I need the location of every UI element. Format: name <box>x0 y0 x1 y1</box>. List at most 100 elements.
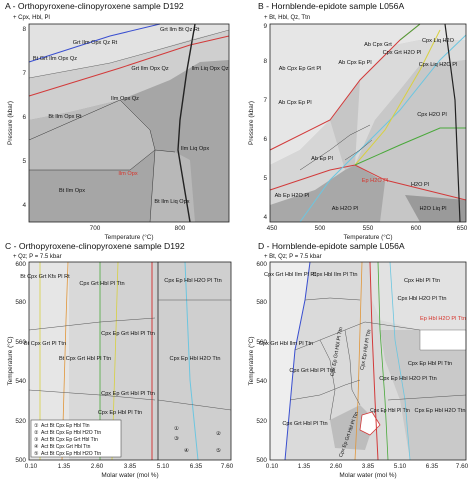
panel-c-x-label: Molar water (mol %) <box>101 472 158 479</box>
panel-c-marker: ④ <box>184 447 189 454</box>
panel-d: D - Hornblende-epidote sample L056A + Bt… <box>247 241 469 479</box>
panel-a-field-low <box>29 100 155 170</box>
panel-d-y-tick: 580 <box>256 299 267 306</box>
panel-c-legend-number: ⑤ <box>34 451 39 457</box>
panel-d-field-label: Cpx Ep Hbl Pl Ttn <box>370 408 410 414</box>
panel-b: B - Hornblende-epidote sample L056A + Bt… <box>248 1 468 241</box>
panel-d-field-label: Cpx Ep Hbl H2O Pl Ttn <box>379 376 436 382</box>
panel-c-legend-item: Act Bt Cpx Grt Hbl Ttn <box>41 444 91 450</box>
panel-b-frame <box>269 23 467 223</box>
panel-d-field-upper-right <box>370 262 466 330</box>
panel-b-x-tick: 450 <box>267 225 278 232</box>
panel-d-boundary <box>304 297 361 301</box>
panel-c-orange-line <box>61 261 69 461</box>
panel-c-field-label: Cpx Ep Hbl H2O Ttn <box>170 356 221 362</box>
panel-a-field-label: Ilm Opx Qz <box>111 96 139 102</box>
panel-c-markers: ① ③ ④ ② ⑤ <box>174 425 221 454</box>
panel-c-legend-item: Act Bt Cpx Ep Hbl Ttn <box>41 423 90 429</box>
panel-b-field-label: H2O Liq Pl <box>419 206 446 212</box>
panel-b-x-tick: 600 <box>411 225 422 232</box>
panel-b-subtitle: + Bt, Hbl, Qz, Ttn <box>264 15 310 21</box>
panel-c-field-label: Cpx Ep Grt Hbl Pl Ttn <box>101 331 155 337</box>
panel-a-field-label: Bt Ilm Opx <box>59 188 85 194</box>
panel-b-field-label: Ab Ep Pl <box>311 156 333 162</box>
panel-b-cyan-line <box>299 34 467 223</box>
panel-c-y-tick: 500 <box>15 457 26 464</box>
panel-d-y-tick: 520 <box>256 418 267 425</box>
panel-d-x-tick: 2.60 <box>330 463 343 470</box>
panel-b-field-label: H2O Pl <box>411 182 429 188</box>
panel-b-field-label: Ab H2O Pl <box>332 206 358 212</box>
panel-c-legend-item: Act Bt Cpx Ep Hbl H2O Ttn <box>41 430 101 436</box>
panel-b-y-tick: 8 <box>263 58 267 65</box>
panel-d-y-label: Temperature (°C) <box>247 336 255 385</box>
panel-b-y-label: Pressure (kbar) <box>248 101 255 145</box>
panel-c-legend: ① Act Bt Cpx Ep Hbl Ttn ② Act Bt Cpx Ep … <box>34 423 101 457</box>
panel-c-field-label: Bt Cpx Grt Pl Ttn <box>24 341 66 347</box>
panel-b-field-bottom <box>270 165 385 222</box>
panel-d-blue-line <box>284 261 311 461</box>
panel-c-x-tick: 3.85 <box>124 463 137 470</box>
panel-a-field-label: Grt Ilm Opx Qz Rt <box>73 40 118 46</box>
panel-c-field-label: Cpx Grt Hbl Pl Ttn <box>79 281 124 287</box>
panel-b-field-right <box>355 60 466 200</box>
panel-b-boundary <box>299 124 371 171</box>
panel-a: A - Orthopyroxene-clinopyroxene sample D… <box>5 1 230 241</box>
panel-a-red-line <box>28 35 230 97</box>
panel-b-field-liq <box>405 195 466 222</box>
panel-d-x-ticks: 0.10 1.35 2.60 3.85 5.10 6.35 7.60 <box>266 463 469 470</box>
panel-d-x-tick: 1.35 <box>298 463 311 470</box>
panel-b-field-label: Cpx Grt H2O Pl <box>383 50 422 56</box>
panel-b-y-tick: 9 <box>263 23 267 30</box>
panel-c-legend-item: Act Bt Cpx Ep Grt Hbl Ttn <box>41 437 98 443</box>
panel-b-x-ticks: 450 500 550 600 650 <box>267 225 468 232</box>
panel-c: C - Orthopyroxene-clinopyroxene sample D… <box>5 241 234 479</box>
panel-b-y-tick: 5 <box>263 175 267 182</box>
panel-a-y-tick: 4 <box>22 202 26 209</box>
panel-d-y-tick: 600 <box>256 261 267 268</box>
panel-b-x-tick: 500 <box>315 225 326 232</box>
panel-b-field-label: Ab Ep H2O Pl <box>275 193 310 199</box>
panel-c-title: C - Orthopyroxene-clinopyroxene sample D… <box>5 241 185 251</box>
panel-d-y-tick: 560 <box>256 339 267 346</box>
panel-c-y-tick: 600 <box>15 261 26 268</box>
panel-d-orange-line <box>354 261 363 461</box>
panel-d-x-tick: 7.60 <box>456 463 469 470</box>
panel-a-boundary-1 <box>28 99 176 153</box>
panel-c-y-tick: 520 <box>15 418 26 425</box>
panel-c-subtitle: + Qz; P = 7.5 kbar <box>13 254 62 260</box>
panel-a-field-mid <box>29 30 229 120</box>
panel-b-field-label: Cpx Liq H2O Pl <box>419 62 458 68</box>
panel-b-boundary <box>344 139 373 161</box>
panel-d-y-tick: 500 <box>256 457 267 464</box>
panel-c-cyan-line <box>184 261 199 461</box>
panel-a-solidus-line <box>177 23 196 223</box>
panel-c-y-ticks: 500 520 540 560 580 600 <box>15 261 26 464</box>
panel-d-field-label: Cpx Hbl H2O Pl Ttn <box>397 296 446 302</box>
panel-d-title: D - Hornblende-epidote sample L056A <box>258 241 405 251</box>
panel-d-field-label: Cpx Grt Hbl Ilm Pl Ttn <box>259 341 313 347</box>
panel-d-frame <box>269 261 467 461</box>
panel-c-x-tick: 0.10 <box>25 463 38 470</box>
panel-b-field-label: Cpx Liq H2O <box>422 38 455 44</box>
panel-b-solidus-line <box>444 23 461 223</box>
panel-d-x-tick: 3.85 <box>362 463 375 470</box>
panel-d-x-label: Molar water (mol %) <box>339 472 396 479</box>
panel-a-field-top <box>29 24 229 78</box>
panel-a-boundary-3 <box>149 149 156 223</box>
panel-c-legend-number: ④ <box>34 444 39 450</box>
panel-b-green-line <box>354 127 466 166</box>
panel-c-field-label: Cpx Ep Grt Hbl Pl Ttn <box>101 391 155 397</box>
panel-b-field-label: Cpx H2O Pl <box>417 112 447 118</box>
panel-b-x-label: Temperature (°C) <box>343 233 392 241</box>
panel-d-field-label: Cpx Grt Hbl Pl Ttn <box>289 368 334 374</box>
panel-d-field-label: Cpx Ep Hbl Pl Ttn <box>408 361 452 367</box>
panel-a-x-tick: 800 <box>175 225 186 232</box>
panel-a-x-label: Temperature (°C) <box>104 233 153 241</box>
panel-a-field-label: Grt Ilm Opx Qz <box>131 66 168 72</box>
panel-d-boundary <box>344 329 361 406</box>
panel-b-y-ticks: 4 5 6 7 8 9 <box>263 23 267 221</box>
panel-a-y-tick: 7 <box>22 70 26 77</box>
panel-a-field-label: Bt Ilm Opx Rt <box>48 114 82 120</box>
